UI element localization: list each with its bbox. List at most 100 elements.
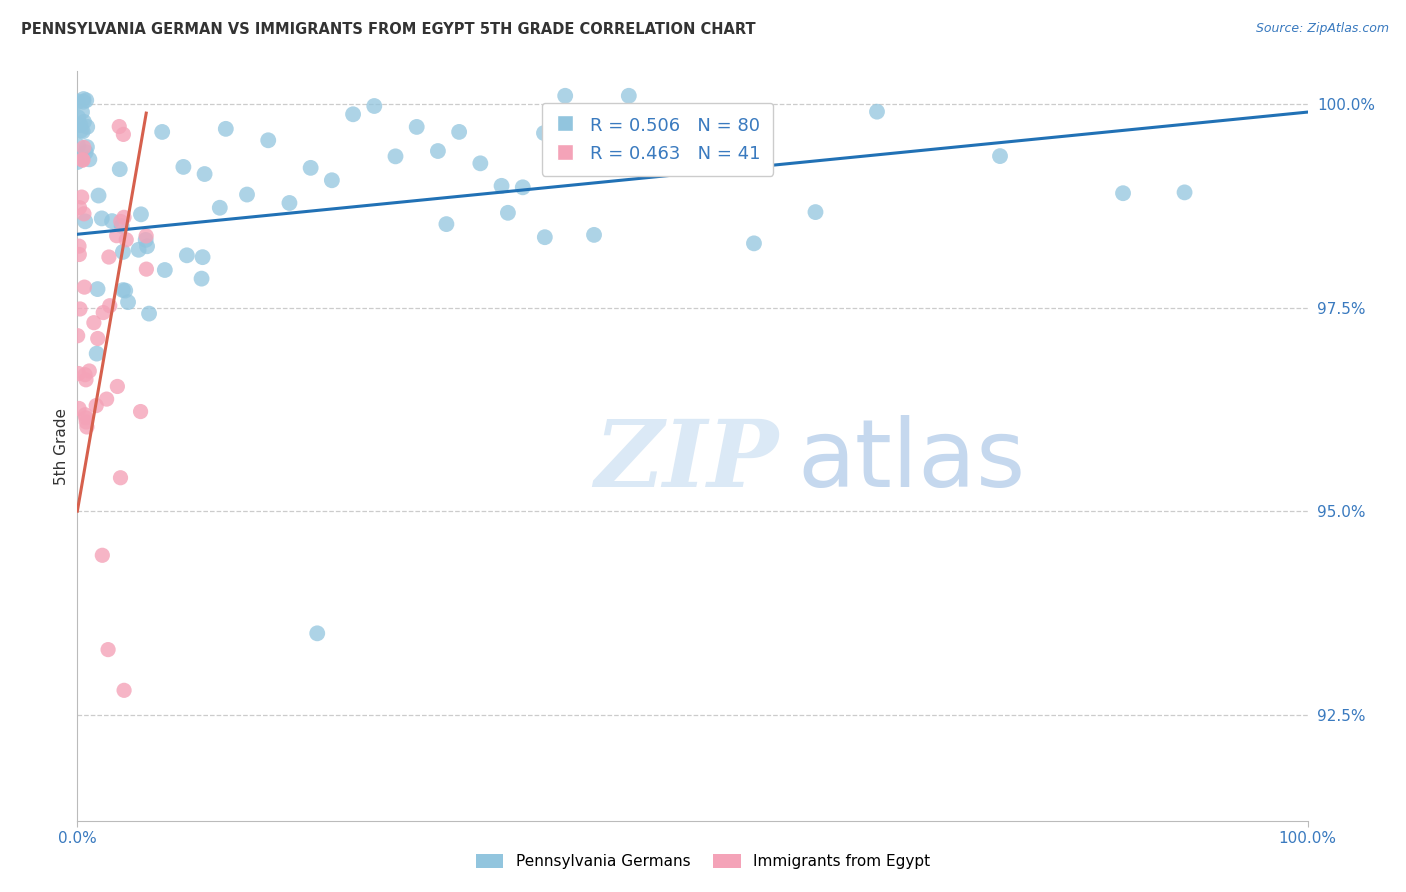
Point — [534, 230, 557, 244]
Point — [105, 228, 128, 243]
Point — [110, 214, 132, 228]
Point — [70, 190, 93, 204]
Point — [136, 239, 159, 253]
Point — [67, 95, 90, 109]
Point — [496, 206, 519, 220]
Point — [236, 187, 259, 202]
Point — [1112, 186, 1135, 201]
Point — [436, 217, 458, 231]
Point — [150, 125, 173, 139]
Point — [135, 228, 157, 243]
Point — [257, 133, 280, 147]
Point — [112, 128, 135, 142]
Legend: Pennsylvania Germans, Immigrants from Egypt: Pennsylvania Germans, Immigrants from Eg… — [470, 848, 936, 875]
Point — [73, 140, 96, 154]
Point — [67, 247, 90, 261]
Point — [70, 123, 93, 137]
Point — [69, 201, 91, 215]
Point — [77, 364, 100, 378]
Point — [86, 346, 108, 360]
Point — [135, 262, 157, 277]
Point — [194, 167, 217, 181]
Point — [111, 244, 134, 259]
Point — [75, 410, 97, 425]
Point — [75, 93, 97, 107]
Point — [72, 95, 94, 109]
Point — [73, 207, 96, 221]
Point — [111, 219, 134, 233]
Point — [97, 250, 120, 264]
Point — [75, 408, 97, 422]
Text: ZIP: ZIP — [595, 416, 779, 506]
Point — [115, 233, 138, 247]
Point — [742, 236, 765, 251]
Point — [208, 201, 231, 215]
Point — [108, 162, 131, 177]
Point — [866, 104, 889, 119]
Point — [215, 121, 238, 136]
Point — [190, 271, 212, 285]
Point — [153, 263, 176, 277]
Point — [172, 160, 194, 174]
Point — [96, 392, 118, 406]
Point — [67, 111, 90, 125]
Point — [129, 404, 152, 418]
Point — [67, 401, 90, 416]
Point — [138, 307, 160, 321]
Point — [69, 118, 91, 132]
Point — [66, 328, 89, 343]
Point — [114, 284, 136, 298]
Point — [73, 280, 96, 294]
Point — [617, 88, 640, 103]
Point — [583, 227, 606, 242]
Point — [72, 153, 94, 167]
Point — [84, 399, 107, 413]
Y-axis label: 5th Grade: 5th Grade — [53, 408, 69, 484]
Point — [129, 207, 152, 221]
Point — [191, 250, 214, 264]
Point — [70, 105, 93, 120]
Point — [72, 153, 94, 167]
Text: PENNSYLVANIA GERMAN VS IMMIGRANTS FROM EGYPT 5TH GRADE CORRELATION CHART: PENNSYLVANIA GERMAN VS IMMIGRANTS FROM E… — [21, 22, 755, 37]
Point — [112, 683, 135, 698]
Point — [108, 120, 131, 134]
Point — [533, 126, 555, 140]
Point — [321, 173, 343, 187]
Point — [117, 295, 139, 310]
Point — [111, 283, 134, 297]
Point — [73, 115, 96, 129]
Point — [449, 125, 471, 139]
Text: atlas: atlas — [797, 415, 1025, 507]
Point — [638, 125, 661, 139]
Point — [90, 211, 112, 226]
Point — [384, 149, 406, 163]
Point — [69, 301, 91, 316]
Point — [91, 549, 114, 563]
Point — [554, 88, 576, 103]
Point — [101, 214, 124, 228]
Point — [596, 145, 619, 160]
Point — [75, 214, 97, 228]
Point — [75, 373, 97, 387]
Point — [91, 305, 114, 319]
Point — [72, 92, 94, 106]
Point — [988, 149, 1011, 163]
Point — [75, 145, 97, 160]
Point — [128, 243, 150, 257]
Point — [67, 139, 90, 153]
Point — [307, 626, 329, 640]
Point — [76, 120, 98, 134]
Point — [299, 161, 322, 175]
Point — [470, 156, 492, 170]
Point — [73, 368, 96, 382]
Point — [659, 128, 682, 142]
Point — [512, 180, 534, 194]
Point — [79, 153, 101, 167]
Point — [76, 140, 98, 154]
Point — [72, 124, 94, 138]
Text: Source: ZipAtlas.com: Source: ZipAtlas.com — [1256, 22, 1389, 36]
Point — [66, 155, 89, 169]
Point — [86, 282, 108, 296]
Point — [342, 107, 364, 121]
Legend: R = 0.506   N = 80, R = 0.463   N = 41: R = 0.506 N = 80, R = 0.463 N = 41 — [541, 103, 773, 176]
